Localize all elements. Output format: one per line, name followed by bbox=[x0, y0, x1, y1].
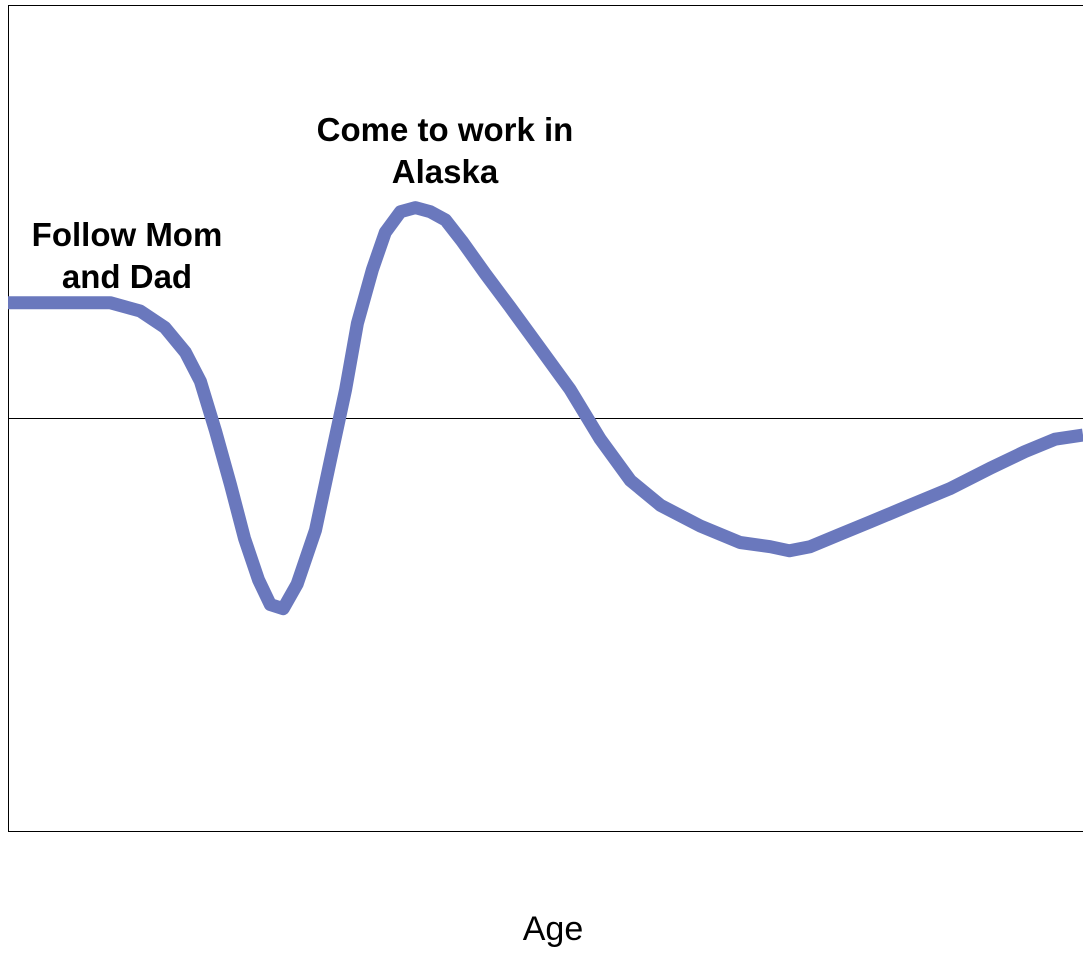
annotation: Follow Mom and Dad bbox=[31, 216, 223, 295]
line-series bbox=[8, 201, 1083, 616]
x-axis-label: Age bbox=[522, 910, 584, 948]
annotation: Come to work in Alaska bbox=[316, 111, 574, 190]
